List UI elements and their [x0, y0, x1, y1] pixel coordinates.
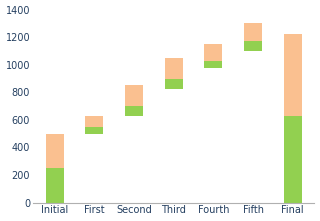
Bar — [85, 116, 103, 127]
Bar — [85, 134, 103, 203]
Bar — [85, 127, 103, 134]
Bar — [46, 168, 64, 203]
Bar — [244, 51, 262, 203]
Bar — [165, 78, 183, 89]
Bar — [125, 106, 143, 116]
Bar — [284, 34, 302, 116]
Bar — [125, 116, 143, 203]
Bar — [204, 61, 222, 68]
Bar — [284, 116, 302, 203]
Bar — [204, 68, 222, 203]
Bar — [204, 44, 222, 61]
Bar — [125, 86, 143, 106]
Bar — [244, 41, 262, 51]
Bar — [165, 58, 183, 78]
Bar — [244, 23, 262, 41]
Bar — [165, 89, 183, 203]
Bar — [46, 134, 64, 168]
